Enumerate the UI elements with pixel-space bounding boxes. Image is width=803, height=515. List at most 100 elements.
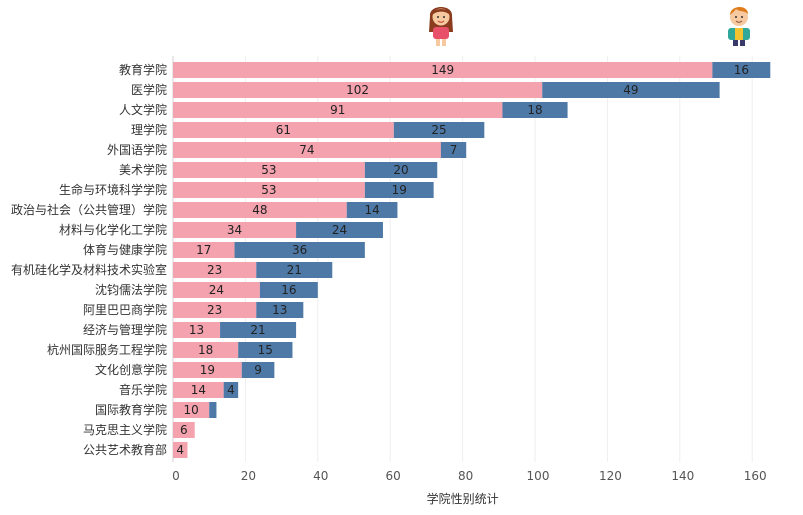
- bar-female: [173, 362, 242, 378]
- x-tick-label: 40: [313, 469, 328, 483]
- category-label: 人文学院: [119, 102, 167, 117]
- bar-male: [296, 222, 383, 238]
- bar-male: [259, 282, 318, 298]
- value-label-female: 10: [183, 403, 198, 417]
- category-label: 音乐学院: [119, 382, 167, 397]
- value-label-female: 23: [207, 263, 222, 277]
- value-label-male: 21: [250, 323, 265, 337]
- category-label: 文化创意学院: [95, 362, 167, 377]
- bar-female: [173, 162, 365, 178]
- bar-female: [173, 142, 441, 158]
- value-label-male: 19: [392, 183, 407, 197]
- value-label-male: 16: [281, 283, 296, 297]
- value-label-male: 13: [272, 303, 287, 317]
- bar-female: [173, 262, 257, 278]
- category-label: 体育与健康学院: [83, 242, 167, 257]
- x-tick-label: 100: [527, 469, 550, 483]
- value-label-female: 48: [252, 203, 267, 217]
- value-label-male: 18: [527, 103, 542, 117]
- x-tick-label: 0: [172, 469, 180, 483]
- category-label: 理学院: [131, 122, 167, 137]
- value-label-female: 102: [346, 83, 369, 97]
- bar-male: [502, 102, 568, 118]
- bar-female: [173, 302, 257, 318]
- value-label-male: 49: [623, 83, 638, 97]
- x-tick-label: 80: [458, 469, 473, 483]
- category-label: 生命与环境科学学院: [59, 182, 167, 197]
- value-label-female: 74: [299, 143, 314, 157]
- category-label: 外国语学院: [107, 142, 167, 157]
- bar-female: [173, 62, 713, 78]
- x-tick-label: 20: [241, 469, 256, 483]
- category-label: 政治与社会（公共管理）学院: [11, 202, 167, 217]
- value-label-male: 9: [254, 363, 262, 377]
- category-label: 国际教育学院: [95, 402, 167, 417]
- x-tick-label: 140: [671, 469, 694, 483]
- bar-male: [223, 382, 239, 398]
- bar-male: [256, 302, 304, 318]
- value-label-female: 17: [196, 243, 211, 257]
- bar-male: [234, 242, 365, 258]
- category-label: 公共艺术教育部: [83, 442, 167, 457]
- value-label-female: 24: [209, 283, 224, 297]
- value-label-male: 24: [332, 223, 347, 237]
- bar-female: [173, 382, 224, 398]
- category-label: 杭州国际服务工程学院: [47, 342, 167, 357]
- bar-female: [173, 82, 543, 98]
- bar-female: [173, 202, 347, 218]
- value-label-male: 36: [292, 243, 307, 257]
- bar-male: [542, 82, 720, 98]
- category-label: 美术学院: [119, 162, 167, 177]
- x-tick-label: 60: [386, 469, 401, 483]
- value-label-female: 34: [227, 223, 242, 237]
- bar-male: [256, 262, 333, 278]
- value-label-female: 53: [261, 183, 276, 197]
- category-label: 医学院: [131, 82, 167, 97]
- category-label: 马克思主义学院: [83, 422, 167, 437]
- bar-female: [173, 242, 235, 258]
- bar-male: [241, 362, 275, 378]
- category-label: 沈钧儒法学院: [95, 282, 167, 297]
- bar-male: [238, 342, 293, 358]
- bar-male: [364, 162, 438, 178]
- value-label-male: 14: [364, 203, 379, 217]
- bar-female: [173, 222, 297, 238]
- value-label-male: 4: [227, 383, 235, 397]
- value-label-female: 19: [200, 363, 215, 377]
- category-labels: 教育学院医学院人文学院理学院外国语学院美术学院生命与环境科学学院政治与社会（公共…: [11, 62, 167, 457]
- bar-male: [712, 62, 771, 78]
- bar-female: [173, 402, 210, 418]
- value-label-male: 15: [258, 343, 273, 357]
- category-label: 教育学院: [119, 62, 167, 77]
- category-label: 阿里巴巴商学院: [83, 302, 167, 317]
- value-label-female: 13: [189, 323, 204, 337]
- bar-male: [220, 322, 297, 338]
- bar-female: [173, 442, 188, 458]
- category-label: 经济与管理学院: [83, 322, 167, 337]
- value-label-male: 21: [287, 263, 302, 277]
- x-axis-ticks: 0 20 40 60 80 100 120 140 160: [172, 469, 766, 483]
- value-label-female: 149: [431, 63, 454, 77]
- category-label: 材料与化学化工学院: [59, 222, 167, 237]
- bars: [173, 62, 771, 458]
- value-label-male: 16: [734, 63, 749, 77]
- value-label-male: 7: [450, 143, 458, 157]
- male-icon: [728, 6, 750, 46]
- bar-female: [173, 122, 394, 138]
- x-tick-label: 120: [599, 469, 622, 483]
- value-label-female: 14: [191, 383, 206, 397]
- value-label-male: 25: [431, 123, 446, 137]
- bar-male: [346, 202, 398, 218]
- bar-male: [364, 182, 434, 198]
- bar-female: [173, 342, 239, 358]
- bar-female: [173, 422, 195, 438]
- x-tick-label: 160: [744, 469, 767, 483]
- category-label: 有机硅化学及材料技术实验室: [11, 262, 167, 277]
- value-label-female: 6: [180, 423, 188, 437]
- x-axis-title: 学院性别统计: [427, 491, 499, 506]
- bar-female: [173, 322, 221, 338]
- value-label-female: 23: [207, 303, 222, 317]
- bar-female: [173, 282, 260, 298]
- bar-male: [440, 142, 467, 158]
